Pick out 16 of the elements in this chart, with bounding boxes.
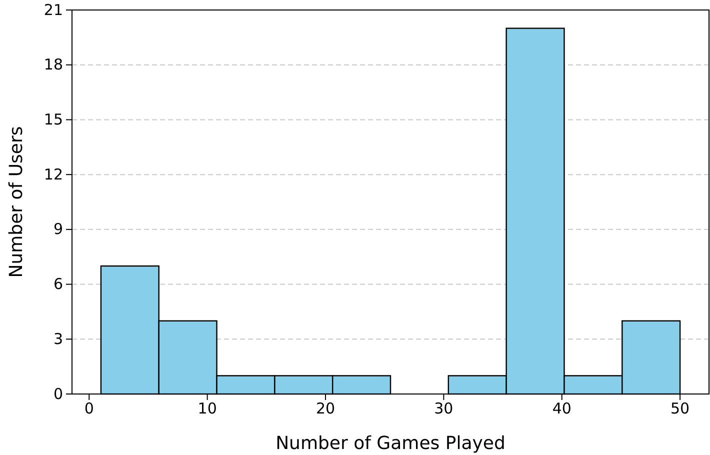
x-tick-label: 40 bbox=[552, 400, 572, 418]
x-axis-title: Number of Games Played bbox=[276, 433, 506, 454]
x-tick-label: 0 bbox=[84, 400, 94, 418]
x-tick-label: 10 bbox=[198, 400, 217, 418]
y-tick-label: 9 bbox=[53, 220, 63, 238]
y-tick-label: 3 bbox=[53, 330, 63, 348]
y-tick-label: 21 bbox=[44, 0, 63, 19]
x-tick-label: 30 bbox=[434, 400, 454, 418]
y-tick-label: 18 bbox=[44, 56, 63, 74]
y-axis-title: Number of Users bbox=[6, 126, 27, 278]
y-tick-label: 15 bbox=[44, 110, 63, 129]
y-tick-label: 12 bbox=[44, 165, 63, 184]
x-tick-label: 50 bbox=[670, 400, 690, 418]
x-tick-label: 20 bbox=[316, 400, 336, 418]
y-tick-label: 0 bbox=[53, 384, 63, 403]
y-tick-label: 6 bbox=[53, 275, 63, 294]
